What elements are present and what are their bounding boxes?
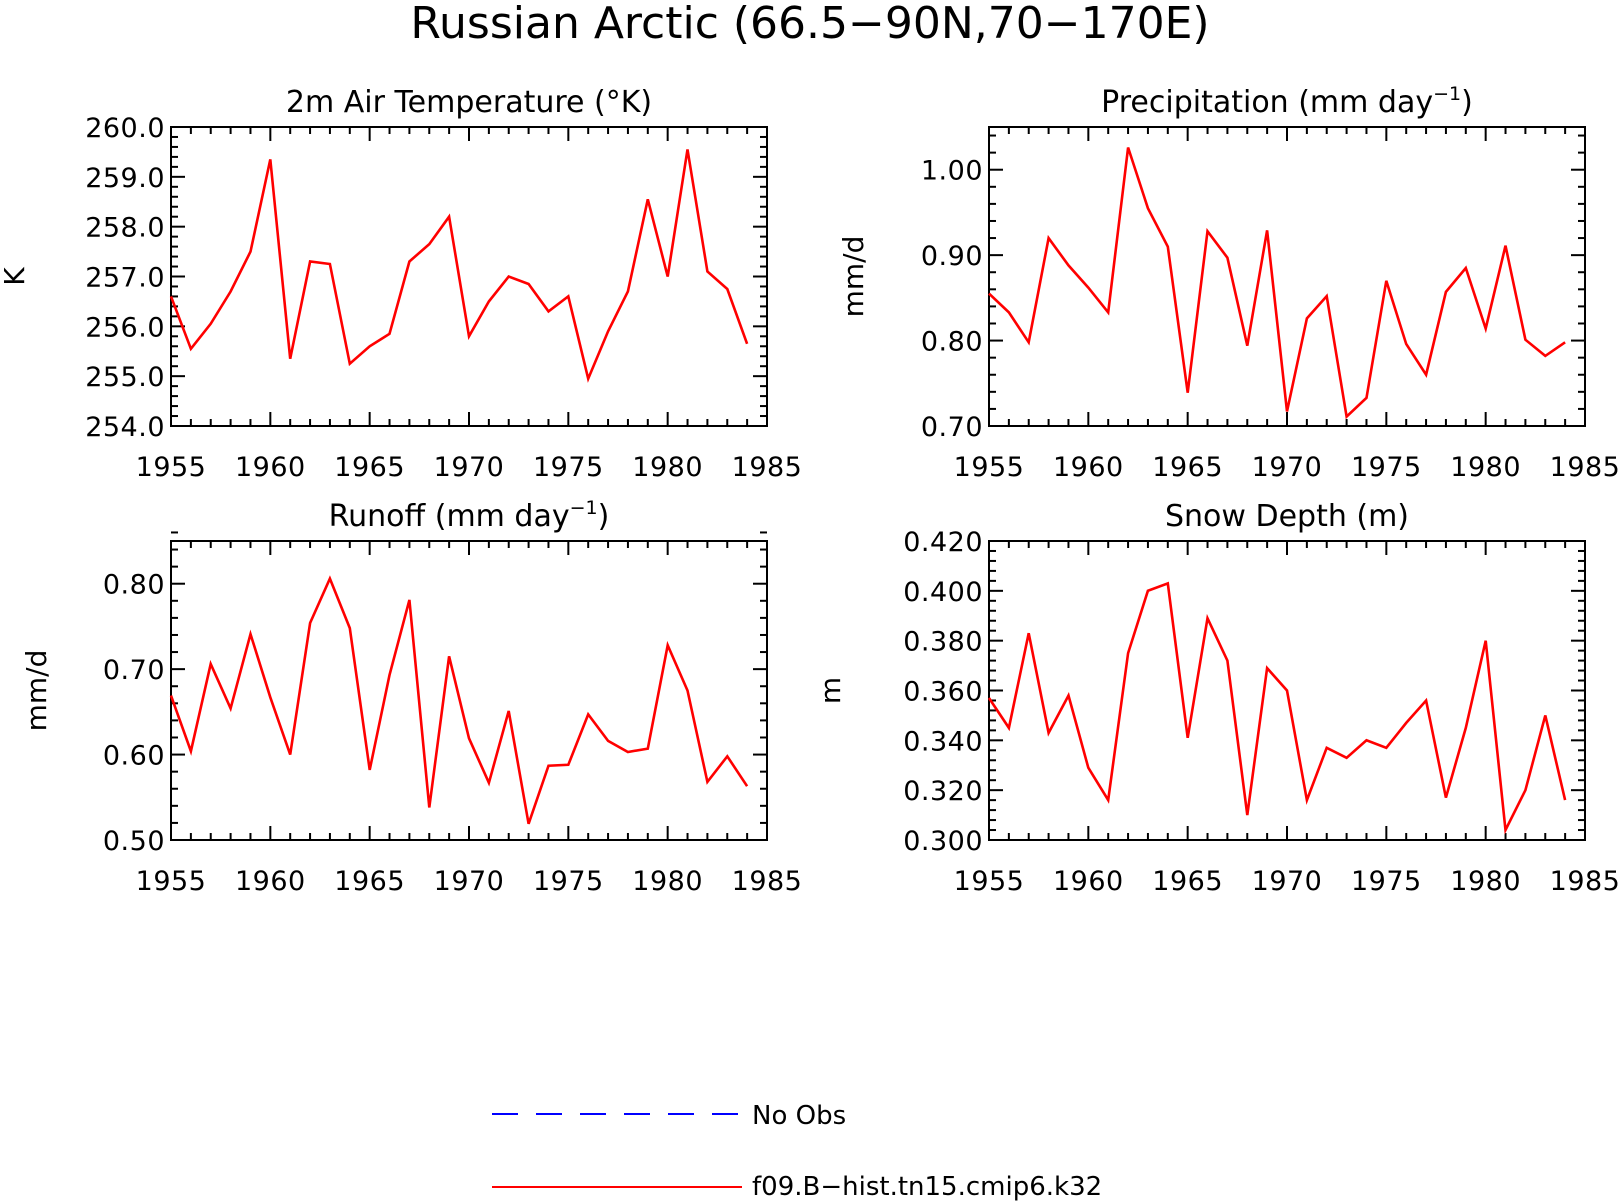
runoff-y-tick-label: 0.50: [103, 826, 165, 857]
runoff-x-tick-label: 1955: [136, 866, 207, 897]
precipitation-y-tick-label: 0.90: [921, 241, 983, 272]
air-temperature-y-tick-label: 254.0: [85, 412, 165, 443]
runoff-y-tick-label: 0.60: [103, 741, 165, 772]
runoff-y-tick-label: 0.80: [103, 570, 165, 601]
air-temperature-x-tick-label: 1975: [533, 452, 604, 483]
snow-depth-y-tick-label: 0.380: [903, 627, 983, 658]
snow-depth-series-line: [987, 581, 1567, 835]
runoff-x-tick-label: 1960: [235, 866, 306, 897]
snow-depth-y-tick-label: 0.420: [903, 527, 983, 558]
air-temperature-y-tick-label: 255.0: [85, 362, 165, 393]
panel-runoff: Runoff (mm day−1) 1955 1960 1965 1970 1975 198…: [20, 497, 802, 897]
air-temperature-frame: [170, 126, 768, 427]
precipitation-y-tick-label: 1.00: [921, 156, 983, 187]
air-temperature-y-tick-label: 260.0: [85, 113, 165, 144]
runoff-x-tick-label: 1970: [434, 866, 505, 897]
snow-depth-x-tick-label: 1970: [1252, 866, 1323, 897]
precipitation-x-tick-label: 1970: [1252, 452, 1323, 483]
precipitation-series-line: [988, 147, 1566, 420]
air-temperature-y-tick-label: 257.0: [85, 263, 165, 294]
snow-depth-title: Snow Depth (m): [1165, 499, 1409, 534]
snow-depth-x-tick-label: 1975: [1351, 866, 1422, 897]
runoff-y-tick-label: 0.70: [103, 655, 165, 686]
snow-depth-x-tick-label: 1980: [1450, 866, 1521, 897]
air-temperature-x-tick-label: 1980: [632, 452, 703, 483]
legend-label-no-obs: No Obs: [752, 1101, 846, 1131]
runoff-x-tick-label: 1975: [533, 866, 604, 897]
air-temperature-x-tick-label: 1965: [334, 452, 405, 483]
snow-depth-y-tick-label: 0.360: [903, 677, 983, 708]
runoff-series-line: [169, 575, 749, 825]
precipitation-y-tick-label: 0.80: [921, 327, 983, 358]
precipitation-y-axis-label: mm/d: [837, 236, 870, 318]
panel-air-temperature: 2m Air Temperature (°K) 1955 1960 1965 1970 1…: [0, 85, 802, 483]
air-temperature-x-tick-label: 1985: [732, 452, 803, 483]
runoff-title: Runoff (mm day−1): [329, 497, 610, 534]
air-temperature-series-line: [169, 149, 749, 383]
panel-precipitation: Precipitation (mm day−1) 1955 1960 1965 1970…: [837, 83, 1620, 483]
runoff-y-axis-label: mm/d: [20, 650, 53, 732]
panel-snow-depth: Snow Depth (m) 1955 1960 1965 1970 1975 1980 19…: [814, 499, 1620, 897]
snow-depth-y-tick-label: 0.340: [903, 726, 983, 757]
snow-depth-x-tick-label: 1985: [1550, 866, 1621, 897]
precipitation-x-tick-label: 1955: [954, 452, 1025, 483]
air-temperature-y-axis-label: K: [0, 267, 31, 286]
figure-title: Russian Arctic (66.5−90N,70−170E): [410, 0, 1209, 49]
snow-depth-x-tick-label: 1960: [1053, 866, 1124, 897]
snow-depth-y-tick-label: 0.400: [903, 577, 983, 608]
precipitation-x-tick-label: 1980: [1450, 452, 1521, 483]
legend-label-model: f09.B−hist.tn15.cmip6.k32: [752, 1172, 1102, 1201]
snow-depth-x-tick-label: 1965: [1152, 866, 1223, 897]
snow-depth-x-tick-label: 1955: [954, 866, 1025, 897]
snow-depth-y-tick-label: 0.320: [903, 776, 983, 807]
snow-depth-y-tick-label: 0.300: [903, 826, 983, 857]
air-temperature-x-tick-label: 1955: [136, 452, 207, 483]
runoff-x-tick-label: 1965: [334, 866, 405, 897]
air-temperature-y-tick-label: 256.0: [85, 312, 165, 343]
precipitation-x-tick-label: 1965: [1152, 452, 1223, 483]
precipitation-y-tick-label: 0.70: [921, 412, 983, 443]
runoff-x-tick-label: 1985: [732, 866, 803, 897]
air-temperature-x-tick-label: 1970: [434, 452, 505, 483]
runoff-frame: [170, 540, 768, 841]
runoff-x-tick-label: 1980: [632, 866, 703, 897]
legend: No Obs f09.B−hist.tn15.cmip6.k32: [492, 1101, 1102, 1201]
air-temperature-x-tick-label: 1960: [235, 452, 306, 483]
precipitation-title: Precipitation (mm day−1): [1101, 83, 1473, 120]
air-temperature-y-tick-label: 258.0: [85, 213, 165, 244]
air-temperature-title: 2m Air Temperature (°K): [286, 85, 652, 120]
air-temperature-y-tick-label: 259.0: [85, 163, 165, 194]
snow-depth-y-axis-label: m: [814, 677, 847, 704]
precipitation-x-tick-label: 1985: [1550, 452, 1621, 483]
precipitation-x-tick-label: 1960: [1053, 452, 1124, 483]
precipitation-x-tick-label: 1975: [1351, 452, 1422, 483]
